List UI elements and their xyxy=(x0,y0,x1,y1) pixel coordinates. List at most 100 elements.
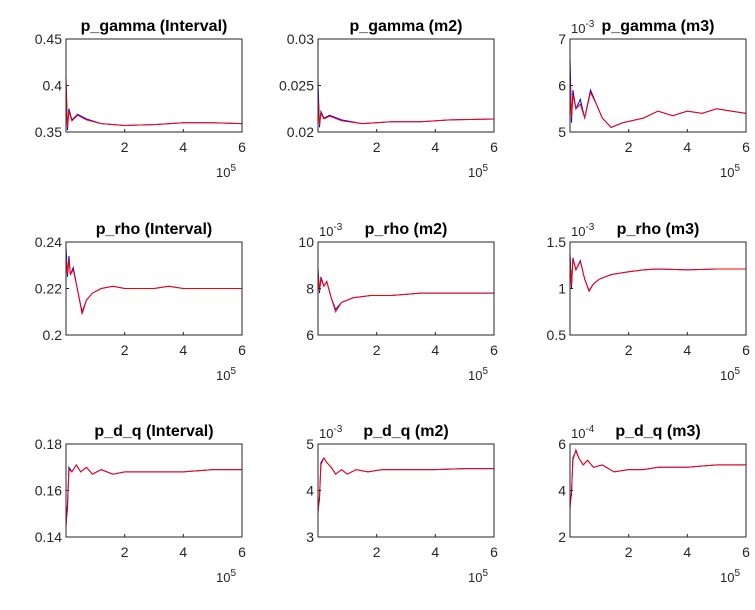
axes-box xyxy=(569,38,747,133)
series-line-blue xyxy=(317,80,495,128)
chart-title: p_gamma (Interval) xyxy=(81,18,228,35)
x-tick-label: 2 xyxy=(373,342,381,358)
y-tick-label: 6 xyxy=(558,78,566,94)
x-multiplier: 105 xyxy=(468,366,488,383)
y-multiplier: 10-3 xyxy=(319,424,343,441)
x-tick-label: 2 xyxy=(373,544,381,560)
series-line-blue xyxy=(569,253,746,292)
x-multiplier-base: 10 xyxy=(468,165,482,180)
y-tick-label: 8 xyxy=(306,281,314,297)
x-multiplier: 105 xyxy=(720,568,740,585)
y-tick-label: 0.2 xyxy=(43,327,63,343)
x-tick-label: 2 xyxy=(121,342,129,358)
y-tick-label: 0.02 xyxy=(287,124,314,140)
series-line-blue xyxy=(317,456,494,510)
x-multiplier-base: 10 xyxy=(468,368,482,383)
x-multiplier-base: 10 xyxy=(468,570,482,585)
y-multiplier-base: 10 xyxy=(571,426,585,441)
series-line-red xyxy=(569,448,746,510)
chart-title: p_d_q (Interval) xyxy=(94,423,213,440)
series-line-red xyxy=(317,456,494,514)
chart-title: p_gamma (m3) xyxy=(602,18,715,35)
chart-title: p_rho (Interval) xyxy=(96,221,212,238)
y-multiplier-base: 10 xyxy=(571,21,585,36)
series-line-blue xyxy=(569,449,746,503)
series-line-blue xyxy=(569,57,747,128)
x-multiplier-exp: 5 xyxy=(482,163,488,174)
x-tick-label: 4 xyxy=(431,139,439,155)
y-tick-label: 0.14 xyxy=(35,529,62,545)
x-multiplier-base: 10 xyxy=(216,368,230,383)
x-multiplier: 105 xyxy=(468,568,488,585)
y-multiplier-base: 10 xyxy=(571,224,585,239)
x-tick-label: 4 xyxy=(683,139,691,155)
series-line-red xyxy=(569,255,746,293)
y-multiplier-exp: -3 xyxy=(585,19,594,30)
x-tick-label: 4 xyxy=(179,139,187,155)
x-tick-label: 4 xyxy=(683,342,691,358)
x-multiplier-exp: 5 xyxy=(482,366,488,377)
x-tick-label: 6 xyxy=(238,342,246,358)
x-multiplier-base: 10 xyxy=(720,165,734,180)
chart-title: p_rho (m2) xyxy=(365,221,448,238)
y-tick-label: 3 xyxy=(306,529,314,545)
chart-title: p_rho (m3) xyxy=(617,221,700,238)
axes-box xyxy=(65,38,243,133)
x-tick-label: 2 xyxy=(625,342,633,358)
x-multiplier-exp: 5 xyxy=(734,568,740,579)
x-tick-label: 6 xyxy=(238,139,246,155)
y-multiplier-base: 10 xyxy=(319,426,333,441)
x-tick-label: 4 xyxy=(431,342,439,358)
x-tick-label: 6 xyxy=(490,139,498,155)
series-line-blue xyxy=(317,267,494,311)
y-tick-label: 7 xyxy=(558,31,566,47)
y-multiplier-base: 10 xyxy=(319,224,333,239)
y-multiplier: 10-3 xyxy=(571,222,595,239)
y-tick-label: 4 xyxy=(306,483,314,499)
y-tick-label: 0.45 xyxy=(35,31,62,47)
series-line-red xyxy=(65,253,242,315)
series-line-red xyxy=(317,94,495,125)
y-tick-label: 0.16 xyxy=(35,483,62,499)
y-multiplier-exp: -3 xyxy=(333,222,342,233)
y-tick-label: 0.18 xyxy=(35,436,62,452)
y-tick-label: 5 xyxy=(306,436,314,452)
x-multiplier: 105 xyxy=(216,568,236,585)
axes-box xyxy=(317,241,495,336)
x-tick-label: 6 xyxy=(742,342,750,358)
series-line-red xyxy=(317,272,494,313)
x-multiplier-exp: 5 xyxy=(230,163,236,174)
x-multiplier-exp: 5 xyxy=(482,568,488,579)
y-tick-label: 6 xyxy=(558,436,566,452)
x-tick-label: 2 xyxy=(373,139,381,155)
x-multiplier-exp: 5 xyxy=(230,568,236,579)
x-tick-label: 6 xyxy=(742,139,750,155)
y-multiplier: 10-4 xyxy=(571,424,595,441)
x-multiplier-exp: 5 xyxy=(230,366,236,377)
axes-box xyxy=(317,443,495,538)
x-tick-label: 2 xyxy=(625,544,633,560)
series-line-blue xyxy=(65,246,242,314)
y-multiplier-exp: -3 xyxy=(585,222,594,233)
y-tick-label: 2 xyxy=(558,529,566,545)
axes-box xyxy=(65,443,243,538)
y-multiplier: 10-3 xyxy=(571,19,595,36)
x-tick-label: 4 xyxy=(179,544,187,560)
x-multiplier: 105 xyxy=(468,163,488,180)
x-multiplier-base: 10 xyxy=(720,368,734,383)
x-tick-label: 4 xyxy=(179,342,187,358)
y-tick-label: 0.35 xyxy=(35,124,62,140)
y-multiplier-exp: -3 xyxy=(333,424,342,435)
x-multiplier-exp: 5 xyxy=(734,366,740,377)
chart-title: p_d_q (m3) xyxy=(615,423,700,440)
x-multiplier: 105 xyxy=(216,366,236,383)
chart-title: p_d_q (m2) xyxy=(363,423,448,440)
y-tick-label: 1 xyxy=(558,281,566,297)
